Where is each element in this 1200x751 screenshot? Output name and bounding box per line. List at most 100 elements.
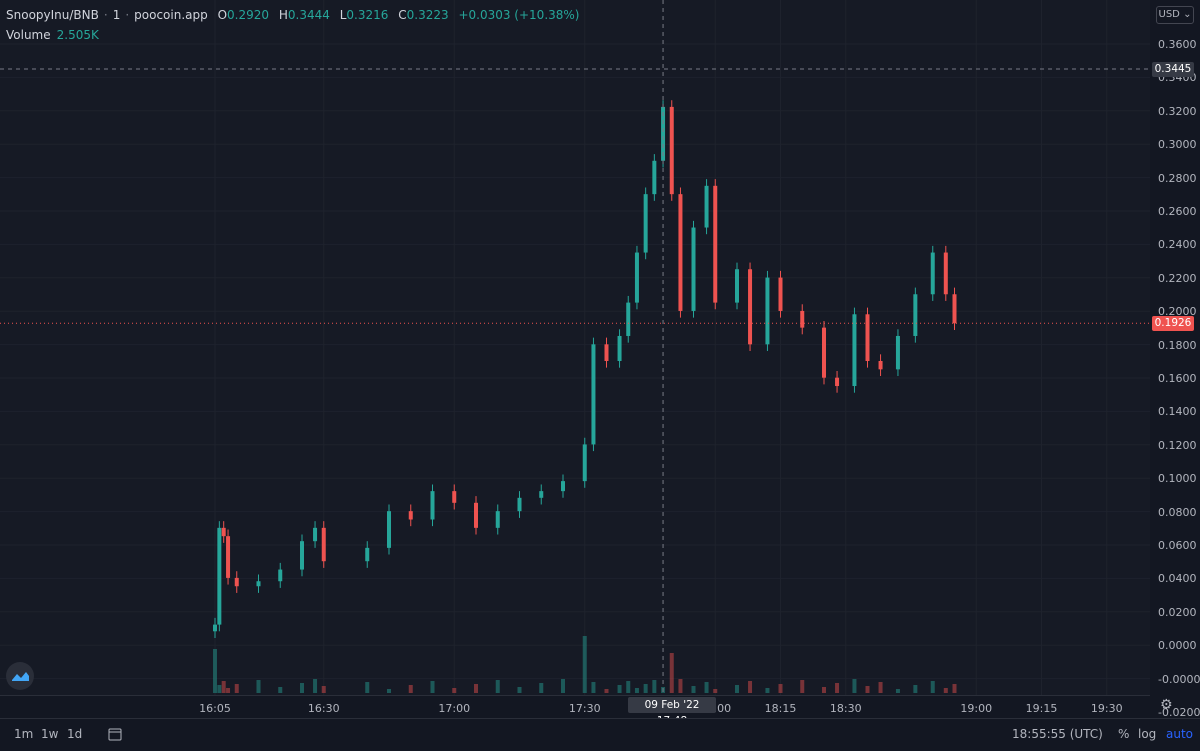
- candle-body: [582, 444, 587, 482]
- price-axis[interactable]: 0.3600 0.3400 0.3200 0.3000 0.2800 0.2600 0.24…: [1150, 0, 1200, 719]
- volume-bar: [582, 636, 587, 693]
- range-1d-button[interactable]: 1d: [67, 727, 83, 741]
- range-1m-button[interactable]: 1m: [14, 727, 34, 741]
- volume-bar: [452, 688, 457, 693]
- currency-button[interactable]: USD ⌄: [1156, 6, 1194, 24]
- chevron-down-icon: ⌄: [1183, 9, 1192, 20]
- candle-body: [591, 344, 596, 445]
- candle-body: [878, 361, 883, 370]
- candle-body: [539, 491, 544, 498]
- candle-body: [713, 185, 718, 303]
- volume-bar: [943, 688, 948, 693]
- date-range-calendar-icon[interactable]: [108, 727, 122, 744]
- symbol-label[interactable]: SnoopyInu/BNB: [6, 8, 99, 22]
- volume-bar: [652, 680, 657, 693]
- volume-bar: [930, 681, 935, 693]
- candle-body: [678, 194, 683, 311]
- price-tick-label: 0.2800: [1158, 171, 1197, 185]
- auto-scale-toggle[interactable]: auto: [1166, 727, 1194, 741]
- time-tick-label: 16:30: [307, 702, 340, 715]
- interval-label[interactable]: 1: [112, 8, 121, 22]
- volume-bar: [669, 653, 674, 693]
- volume-bar: [256, 680, 261, 693]
- utc-clock[interactable]: 18:55:55 (UTC): [1012, 727, 1103, 741]
- candle-body: [835, 377, 840, 387]
- volume-bar: [474, 684, 478, 693]
- close-label: C: [398, 8, 407, 22]
- volume-bar: [226, 688, 231, 693]
- candle-body: [661, 106, 666, 161]
- source-label: poocoin.app: [134, 8, 208, 22]
- candle-body: [643, 194, 648, 253]
- candle-body: [943, 252, 948, 295]
- price-tick-label: 0.1400: [1158, 405, 1197, 419]
- volume-bar: [430, 681, 435, 693]
- volume-bar: [617, 685, 622, 693]
- low-value: 0.3216: [346, 8, 389, 22]
- price-tick-label: 0.2400: [1158, 238, 1197, 252]
- volume-bar: [387, 689, 391, 693]
- price-chart[interactable]: [0, 0, 1150, 695]
- time-tick-label: 19:00: [960, 702, 993, 715]
- log-scale-toggle[interactable]: log: [1138, 727, 1157, 741]
- candle-body: [300, 541, 304, 570]
- percent-scale-toggle[interactable]: %: [1118, 727, 1130, 741]
- candle-body: [226, 536, 231, 578]
- open-label: O: [217, 8, 228, 22]
- price-tick-label: 0.0800: [1158, 505, 1197, 519]
- volume-bar: [765, 688, 770, 693]
- currency-label: USD: [1158, 9, 1180, 20]
- time-tick-label: 19:30: [1090, 702, 1123, 715]
- price-tick-label: 0.1000: [1158, 472, 1197, 486]
- price-tick-label: -0.0000: [1158, 672, 1200, 686]
- price-tick-label: -0.0200: [1158, 706, 1200, 719]
- price-tick-label: 0.0600: [1158, 539, 1197, 552]
- price-tick-label: 0.0400: [1158, 572, 1197, 586]
- volume-bar: [778, 684, 783, 693]
- candle-body: [634, 252, 639, 303]
- bottom-toolbar: [0, 718, 1200, 751]
- candle-body: [517, 497, 522, 512]
- crosshair-datetime-tag: 09 Feb '22 17:48: [628, 697, 716, 727]
- candle-body: [213, 624, 217, 632]
- range-1w-button[interactable]: 1w: [41, 727, 59, 741]
- volume-bar: [634, 688, 639, 693]
- candle-body: [778, 277, 783, 311]
- candle-body: [626, 302, 631, 336]
- price-tick-label: 0.3000: [1158, 138, 1197, 152]
- volume-bar: [913, 685, 918, 693]
- candle-body: [765, 277, 770, 345]
- time-tick-label: 17:00: [438, 702, 471, 715]
- volume-bar: [800, 680, 805, 693]
- price-tick-label: 0.0200: [1158, 605, 1197, 619]
- time-tick-label: 19:15: [1025, 702, 1058, 715]
- candle-body: [604, 344, 609, 361]
- candle-body: [561, 481, 565, 492]
- tradingview-logo-icon[interactable]: [6, 662, 34, 690]
- candle-body: [913, 294, 918, 336]
- volume-legend: Volume 2.505K: [6, 28, 99, 42]
- candle-body: [495, 511, 500, 528]
- volume-bar: [408, 685, 413, 693]
- volume-bar: [313, 679, 318, 693]
- candle-body: [313, 527, 318, 542]
- volume-bar: [221, 681, 226, 693]
- price-tick-label: 0.1600: [1158, 372, 1197, 385]
- candle-body: [221, 527, 226, 537]
- candle-body: [748, 269, 753, 345]
- time-axis[interactable]: 16:0516:3017:0017:3018:0018:1518:3019:00…: [0, 695, 1150, 719]
- candle-body: [452, 491, 457, 503]
- candle-body: [865, 314, 870, 361]
- chart-plot-area[interactable]: [0, 0, 1151, 695]
- candle-body: [822, 327, 826, 378]
- time-tick-label: 18:30: [829, 702, 862, 715]
- price-tick-label: 0.0000: [1158, 639, 1197, 653]
- volume-bar: [865, 686, 870, 693]
- volume-bar: [952, 684, 957, 693]
- volume-bar: [278, 687, 283, 693]
- candle-body: [365, 547, 370, 562]
- gear-icon[interactable]: ⚙: [1160, 697, 1173, 713]
- volume-bar: [517, 687, 522, 693]
- candle-body: [704, 185, 709, 228]
- volume-bar: [878, 682, 883, 693]
